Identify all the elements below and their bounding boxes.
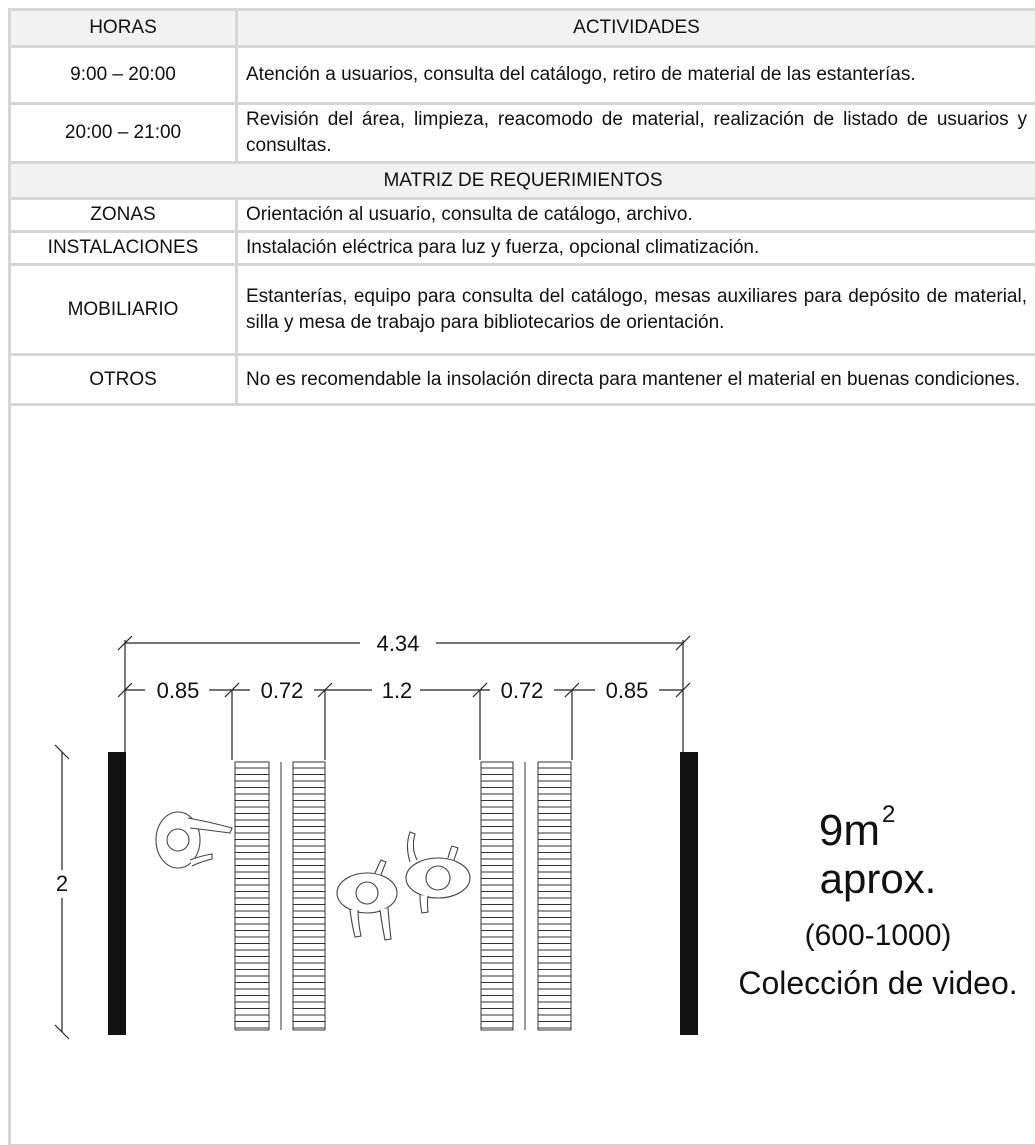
width-label: 0.72 (261, 678, 304, 703)
approx-label: aprox. (820, 855, 937, 902)
header-cell: HORAS (8, 8, 238, 48)
collection-label: Colección de video. (738, 965, 1017, 1001)
diagram-row (8, 403, 1035, 1145)
table-row: 20:00 – 21:00 Revisión del área, limpiez… (8, 102, 1035, 164)
shelves (234, 761, 572, 1031)
label-cell: ZONAS (8, 197, 238, 233)
hours-cell: 20:00 – 21:00 (8, 102, 238, 164)
dimension-lines (54, 635, 691, 1040)
person (336, 859, 398, 941)
shelf (480, 761, 514, 1031)
width-label: 1.2 (382, 678, 413, 703)
table-row: MOBILIARIO Estanterías, equipo para cons… (8, 263, 1035, 356)
value-cell: Estanterías, equipo para consulta del ca… (235, 263, 1035, 356)
person (405, 831, 471, 914)
table-row: 9:00 – 20:00 Atención a usuarios, consul… (8, 45, 1035, 105)
hours-cell: 9:00 – 20:00 (8, 45, 238, 105)
activity-cell: Atención a usuarios, consulta del catálo… (235, 45, 1035, 105)
requirements-table: HORAS ACTIVIDADES 9:00 – 20:00 Atención … (8, 8, 1035, 1145)
total-width-label: 4.34 (377, 631, 420, 656)
table-row: ZONAS Orientación al usuario, consulta d… (8, 197, 1035, 233)
shelf (234, 761, 270, 1031)
person (155, 811, 233, 869)
section-title: MATRIZ DE REQUERIMIENTOS (8, 161, 1035, 200)
table-row: OTROS No es recomendable la insolación d… (8, 353, 1035, 406)
width-label: 0.72 (501, 678, 544, 703)
dimension-label-bg (50, 678, 659, 898)
area-value: 9m (819, 806, 880, 855)
width-label: 0.85 (606, 678, 649, 703)
depth-label: 2 (56, 871, 68, 896)
value-cell: Instalación eléctrica para luz y fuerza,… (235, 230, 1035, 266)
wall (108, 752, 126, 1035)
section-header: MATRIZ DE REQUERIMIENTOS (8, 161, 1035, 200)
diagram-cell (8, 403, 1035, 1145)
table-row: INSTALACIONES Instalación eléctrica para… (8, 230, 1035, 266)
wall (680, 752, 698, 1035)
table-header: HORAS ACTIVIDADES (8, 8, 1035, 48)
value-cell: No es recomendable la insolación directa… (235, 353, 1035, 406)
width-label: 0.85 (157, 678, 200, 703)
shelf (292, 761, 326, 1031)
range-label: (600-1000) (805, 919, 952, 952)
label-cell: INSTALACIONES (8, 230, 238, 266)
label-cell: MOBILIARIO (8, 263, 238, 356)
value-cell: Orientación al usuario, consulta de catá… (235, 197, 1035, 233)
header-cell: ACTIVIDADES (235, 8, 1035, 48)
label-cell: OTROS (8, 353, 238, 406)
people (155, 811, 471, 941)
shelf (537, 761, 572, 1031)
activity-cell: Revisión del área, limpieza, reacomodo d… (235, 102, 1035, 164)
area-exponent: 2 (882, 801, 895, 828)
